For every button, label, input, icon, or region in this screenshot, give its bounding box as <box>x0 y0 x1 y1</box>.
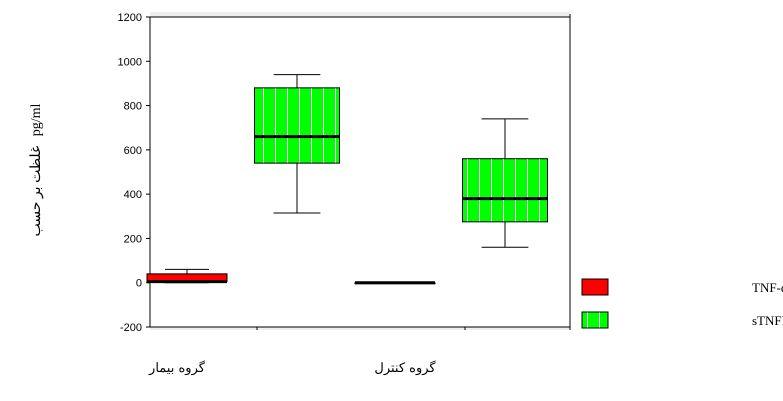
legend-label: غلظت sTNFRI <box>752 313 783 328</box>
box-iqr <box>254 87 340 164</box>
box-series-layer <box>146 74 548 285</box>
x-axis: گروه بیمار گروه کنترل <box>148 327 466 376</box>
legend: غلظت TNF-α غلظت sTNFRI <box>581 278 783 329</box>
legend-swatch <box>581 311 609 329</box>
y-tick-label: 200 <box>124 233 142 245</box>
y-tick-label: -200 <box>120 322 142 334</box>
legend-swatch <box>581 278 609 296</box>
box-iqr <box>462 158 548 223</box>
y-tick-label: 800 <box>124 101 142 113</box>
svg-text:غلظت بر حسب pg/ml: غلظت بر حسب pg/ml <box>29 103 44 236</box>
y-tick-label: 600 <box>124 145 142 157</box>
y-axis-label-unit: pg/ml <box>29 103 44 136</box>
y-axis-label-text: غلظت بر حسب <box>29 146 44 237</box>
y-axis-label: غلظت بر حسب pg/ml <box>29 103 44 236</box>
legend-label: غلظت TNF-α <box>752 280 783 295</box>
y-tick-label: 1000 <box>118 56 142 68</box>
x-category-label: گروه بیمار <box>148 360 206 376</box>
y-tick-label: 1200 <box>118 12 142 24</box>
y-tick-label: 400 <box>124 189 142 201</box>
y-tick-label: 0 <box>136 278 142 290</box>
y-axis: -200 0 200 400 600 800 1000 1200 <box>118 12 150 334</box>
x-category-label: گروه کنترل <box>374 360 436 376</box>
